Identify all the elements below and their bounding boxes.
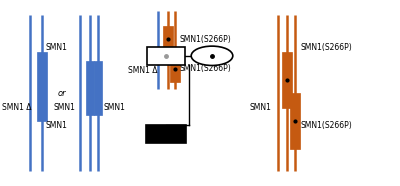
Text: SMN1(S266P): SMN1(S266P) [180,35,232,44]
Text: SMN1(S266P): SMN1(S266P) [301,43,352,52]
Circle shape [191,46,233,65]
Bar [86,61,94,115]
Text: SMN1: SMN1 [249,103,271,112]
Text: SMN1(S266P): SMN1(S266P) [301,121,352,130]
Bar [37,52,47,121]
Bar [94,61,102,115]
Text: SMN1: SMN1 [103,103,125,112]
Bar [282,52,292,108]
Bar [163,26,173,52]
Bar [290,93,300,149]
Bar [170,56,180,82]
Text: SMN1(S266P): SMN1(S266P) [180,64,232,73]
Bar [147,47,185,65]
Text: SMN1 Δ: SMN1 Δ [2,103,32,112]
Text: SMN1: SMN1 [46,43,68,52]
Text: SMN1: SMN1 [46,121,68,130]
Text: SMN1 Δ: SMN1 Δ [128,66,158,75]
Text: or: or [58,89,66,97]
Bar [146,125,186,143]
Text: SMN1: SMN1 [53,103,75,112]
